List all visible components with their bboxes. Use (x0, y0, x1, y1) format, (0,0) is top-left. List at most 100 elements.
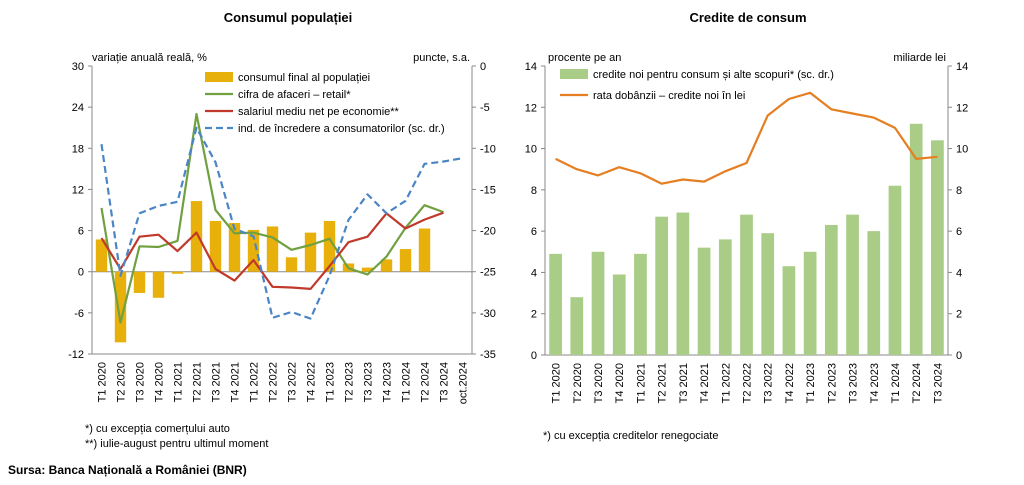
x-tick-label: T4 2022 (306, 362, 318, 402)
x-tick-label: T1 2023 (805, 363, 817, 403)
y-left-tick-label: -12 (68, 349, 84, 361)
bar-t3-2022 (285, 257, 298, 272)
x-tick-label: T3 2023 (363, 362, 375, 402)
y-right-tick-label: -10 (480, 143, 496, 155)
legend-entry: cifra de afaceri – retail* (238, 89, 351, 101)
bar-t2-2021 (655, 216, 669, 355)
x-tick-label: T3 2023 (848, 363, 860, 403)
y-right-tick-label: 2 (956, 309, 962, 321)
x-tick-label: T2 2024 (911, 363, 923, 403)
y-axis-left-label: variație anuală reală, % (92, 52, 207, 64)
legend-entry: credite noi pentru consum și alte scopur… (593, 69, 834, 81)
y-right-tick-label: 0 (956, 350, 962, 362)
x-tick-label: T3 2020 (593, 363, 605, 403)
y-right-tick-label: 8 (956, 185, 962, 197)
bar-t4-2020 (612, 274, 626, 355)
footnote: *) cu excepția creditelor renegociate (543, 430, 718, 442)
legend-entry: consumul final al populației (238, 72, 370, 84)
y-axis-left-label: procente pe an (548, 52, 621, 64)
series-line-1 (555, 91, 938, 185)
y-right-tick-label: -15 (480, 184, 496, 196)
bar-t4-2021 (697, 247, 711, 355)
bar-t3-2024 (931, 140, 944, 355)
footnote: *) cu excepția comerțului auto (85, 423, 230, 435)
y-left-tick-label: 8 (531, 185, 537, 197)
x-tick-label: T2 2022 (742, 363, 754, 403)
bar-t1-2020 (549, 253, 562, 355)
x-tick-label: T3 2021 (678, 363, 690, 403)
bar-t3-2023 (846, 214, 859, 355)
bar-t3-2021 (209, 220, 222, 272)
x-tick-label: T2 2024 (420, 362, 432, 402)
bar-t3-2020 (133, 271, 146, 293)
x-tick-label: T1 2021 (173, 362, 185, 402)
x-tick-label: T2 2023 (826, 363, 838, 403)
y-left-tick-label: 24 (72, 102, 84, 114)
bar-t4-2023 (867, 231, 881, 355)
y-left-tick-label: 12 (525, 102, 537, 114)
x-tick-label: T1 2022 (249, 362, 261, 402)
x-tick-label: T2 2023 (344, 362, 356, 402)
x-tick-label: T4 2022 (784, 363, 796, 403)
x-tick-label: T1 2024 (890, 363, 902, 403)
bar-t2-2022 (740, 214, 753, 355)
x-tick-label: T3 2022 (287, 362, 299, 402)
y-right-tick-label: 12 (956, 102, 968, 114)
y-axis-right-label: puncte, s.a. (413, 52, 470, 64)
x-tick-label: T1 2022 (720, 363, 732, 403)
bar-t1-2024 (399, 249, 412, 272)
y-right-tick-label: 14 (956, 61, 968, 73)
y-left-tick-label: 4 (531, 267, 537, 279)
x-tick-label: T4 2023 (382, 362, 394, 402)
legend-swatch-bar (560, 69, 588, 79)
x-tick-label: T4 2021 (699, 363, 711, 403)
bar-t2-2022 (266, 226, 279, 272)
bar-t1-2022 (247, 229, 260, 272)
y-left-tick-label: 6 (531, 226, 537, 238)
bar-t2-2020 (570, 297, 584, 355)
bar-t1-2021 (171, 271, 184, 274)
x-tick-label: T2 2020 (572, 363, 584, 403)
bar-t4-2023 (380, 259, 393, 272)
y-left-tick-label: 0 (78, 267, 84, 279)
x-tick-label: T1 2024 (401, 362, 413, 402)
x-tick-label: T4 2020 (154, 362, 166, 402)
bar-t1-2024 (888, 185, 902, 355)
bar-t2-2020 (114, 271, 127, 343)
y-left-tick-label: 30 (72, 61, 84, 73)
bar-t4-2020 (152, 271, 165, 298)
x-tick-label: T3 2022 (763, 363, 775, 403)
series-line-3 (100, 126, 463, 320)
bar-t4-2022 (782, 266, 796, 355)
bar-t3-2023 (361, 267, 374, 272)
x-tick-label: oct.2024 (458, 362, 470, 404)
x-tick-label: T4 2021 (230, 362, 242, 402)
x-tick-label: T1 2021 (635, 363, 647, 403)
bar-t4-2022 (304, 232, 317, 272)
x-tick-label: T3 2020 (135, 362, 147, 402)
x-tick-label: T1 2020 (97, 362, 109, 402)
chart-title: Consumul populației (224, 10, 353, 25)
x-tick-label: T2 2020 (116, 362, 128, 402)
y-axis-right-label: miliarde lei (893, 52, 946, 64)
chart-title: Credite de consum (689, 10, 806, 25)
bar-t1-2020 (95, 239, 108, 272)
bar-t2-2023 (824, 224, 838, 355)
series-line-1 (100, 112, 444, 324)
legend-entry: ind. de încredere a consumatorilor (sc. … (238, 123, 445, 135)
bar-t1-2022 (718, 239, 732, 355)
bar-t3-2020 (591, 251, 605, 355)
y-right-tick-label: 0 (480, 61, 486, 73)
bar-t3-2022 (761, 233, 775, 355)
x-tick-label: T3 2021 (211, 362, 223, 402)
y-left-tick-label: -6 (74, 308, 84, 320)
y-left-tick-label: 12 (72, 184, 84, 196)
legend-swatch-bar (205, 72, 233, 82)
y-right-tick-label: -25 (480, 267, 496, 279)
y-left-tick-label: 0 (531, 350, 537, 362)
y-right-tick-label: -5 (480, 102, 490, 114)
y-left-tick-label: 6 (78, 226, 84, 238)
legend-entry: salariul mediu net pe economie** (238, 106, 400, 118)
y-right-tick-label: 10 (956, 144, 968, 156)
